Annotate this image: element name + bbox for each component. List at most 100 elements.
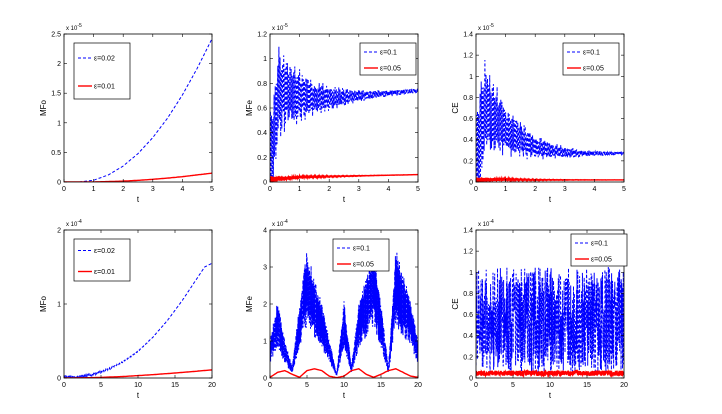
y-axis-label: MFo — [39, 295, 48, 312]
legend-label-2: ε=0.05 — [583, 66, 604, 73]
x-tick-label: 20 — [208, 382, 216, 389]
y-tick-label: 0 — [57, 180, 61, 187]
axes-frame — [63, 33, 213, 183]
subplot-6: 0 5 10 15 20 0 0.2 0.4 0.6 0.8 1 1.2 1.4 x 10-4 t CE ε=0… — [451, 219, 628, 400]
y-exponent-base: x 10 — [66, 222, 78, 228]
y-tick-label: 0.2 — [463, 158, 473, 165]
x-tick-label: 4 — [386, 186, 390, 193]
y-tick-label: 1.4 — [463, 228, 473, 235]
y-exponent-base: x 10 — [272, 26, 284, 32]
y-tick-label: 3 — [263, 265, 267, 272]
y-exponent-label: x 10-4 — [272, 219, 288, 228]
legend-label-1: ε=0.1 — [583, 50, 600, 57]
y-exponent-label: x 10-5 — [66, 23, 82, 32]
y-tick-label: 1 — [57, 302, 61, 309]
series-line-1 — [64, 262, 212, 378]
y-exponent-base: x 10 — [478, 26, 490, 32]
y-tick-label: 0.8 — [257, 81, 267, 88]
y-exponent-label: x 10-5 — [272, 23, 288, 32]
y-tick-label: 1 — [469, 270, 473, 277]
legend-box — [570, 233, 628, 267]
x-tick-label: 5 — [305, 382, 309, 389]
legend-box — [562, 42, 620, 76]
x-tick-label: 2 — [533, 186, 537, 193]
x-tick-label: 1 — [504, 186, 508, 193]
legend-label-1: ε=0.02 — [94, 248, 115, 255]
legend-label-1: ε=0.02 — [94, 56, 115, 63]
y-exponent-power: -4 — [77, 219, 82, 225]
x-axis-label: t — [549, 391, 552, 400]
y-tick-label: 1.2 — [463, 53, 473, 60]
x-tick-label: 0 — [268, 186, 272, 193]
y-tick-label: 0.5 — [51, 150, 61, 157]
x-tick-label: 5 — [210, 186, 214, 193]
y-tick-label: 1.5 — [51, 91, 61, 98]
axes-frame — [475, 33, 625, 183]
x-tick-label: 0 — [62, 186, 66, 193]
y-axis-label: MFe — [245, 295, 254, 312]
subplot-2: 0 1 2 3 4 500.20.40.60.811.2x 10-5tMFeε=0.1ε=… — [245, 23, 420, 204]
legend-label-2: ε=0.05 — [591, 257, 612, 264]
subplot-5: 0 5 10 15 20 0 1 2 3 4 x 10-4 t MFe ε=0.1 ε=0.05 — [245, 219, 422, 400]
y-tick-label: 0.4 — [257, 130, 267, 137]
y-exponent-base: x 10 — [272, 222, 284, 228]
x-tick-label: 0 — [62, 382, 66, 389]
x-tick-label: 15 — [171, 382, 179, 389]
x-tick-label: 2 — [327, 186, 331, 193]
series-line-2 — [476, 368, 624, 378]
y-tick-label: 0.6 — [463, 312, 473, 319]
x-axis-label: t — [343, 195, 346, 204]
x-tick-label: 15 — [583, 382, 591, 389]
subplot-1: 0 1 2 3 4 5 0 0.5 1 1.5 2 2.5 x 10-5 t MFo ε=0.02 ε=0.01 — [39, 23, 214, 204]
y-exponent-label: x 10-4 — [66, 219, 82, 228]
x-tick-label: 10 — [546, 382, 554, 389]
y-tick-label: 2 — [57, 228, 61, 235]
y-tick-label: 0.6 — [463, 116, 473, 123]
legend: ε=0.02 ε=0.01 — [73, 42, 131, 100]
series-line-1 — [476, 266, 624, 373]
legend: ε=0.02 ε=0.01 — [73, 238, 131, 282]
x-axis-label: t — [137, 195, 140, 204]
x-tick-label: 5 — [416, 186, 420, 193]
x-tick-label: 3 — [357, 186, 361, 193]
series-line-1 — [64, 38, 212, 182]
legend-box — [73, 238, 131, 282]
legend-label-1: ε=0.1 — [353, 246, 370, 253]
legend: ε=0.1 ε=0.05 — [332, 238, 390, 272]
y-exponent-power: -5 — [77, 23, 82, 29]
y-axis-label: CE — [451, 102, 460, 113]
y-tick-label: 0.2 — [463, 354, 473, 361]
y-axis-label: MFe — [245, 99, 254, 116]
series-line-1 — [270, 250, 418, 376]
x-tick-label: 20 — [414, 382, 422, 389]
y-tick-label: 0.6 — [257, 106, 267, 113]
legend-box — [359, 42, 417, 76]
x-tick-label: 10 — [340, 382, 348, 389]
y-tick-label: 1 — [263, 56, 267, 63]
y-axis-label: CE — [451, 298, 460, 309]
y-tick-label: 4 — [263, 228, 267, 235]
y-tick-label: 0.4 — [463, 333, 473, 340]
y-axis-label: MFo — [39, 99, 48, 116]
x-axis-label: t — [549, 195, 552, 204]
x-tick-label: 10 — [134, 382, 142, 389]
y-tick-label: 1.2 — [463, 249, 473, 256]
legend-label-1: ε=0.1 — [591, 241, 608, 248]
y-tick-label: 0 — [263, 376, 267, 383]
series-line-1 — [270, 46, 418, 182]
legend: ε=0.1 ε=0.05 — [570, 233, 628, 267]
x-tick-label: 1 — [92, 186, 96, 193]
legend: ε=0.1 ε=0.05 — [562, 42, 620, 76]
legend-label-2: ε=0.01 — [94, 84, 115, 91]
x-tick-label: 5 — [99, 382, 103, 389]
x-tick-label: 4 — [180, 186, 184, 193]
y-tick-label: 0 — [57, 376, 61, 383]
y-tick-label: 0.2 — [257, 155, 267, 162]
legend-box — [332, 238, 390, 272]
y-tick-label: 0.4 — [463, 137, 473, 144]
plot-area — [270, 46, 418, 182]
y-exponent-power: -4 — [489, 219, 494, 225]
y-tick-label: 0 — [469, 376, 473, 383]
y-exponent-label: x 10-5 — [478, 23, 494, 32]
